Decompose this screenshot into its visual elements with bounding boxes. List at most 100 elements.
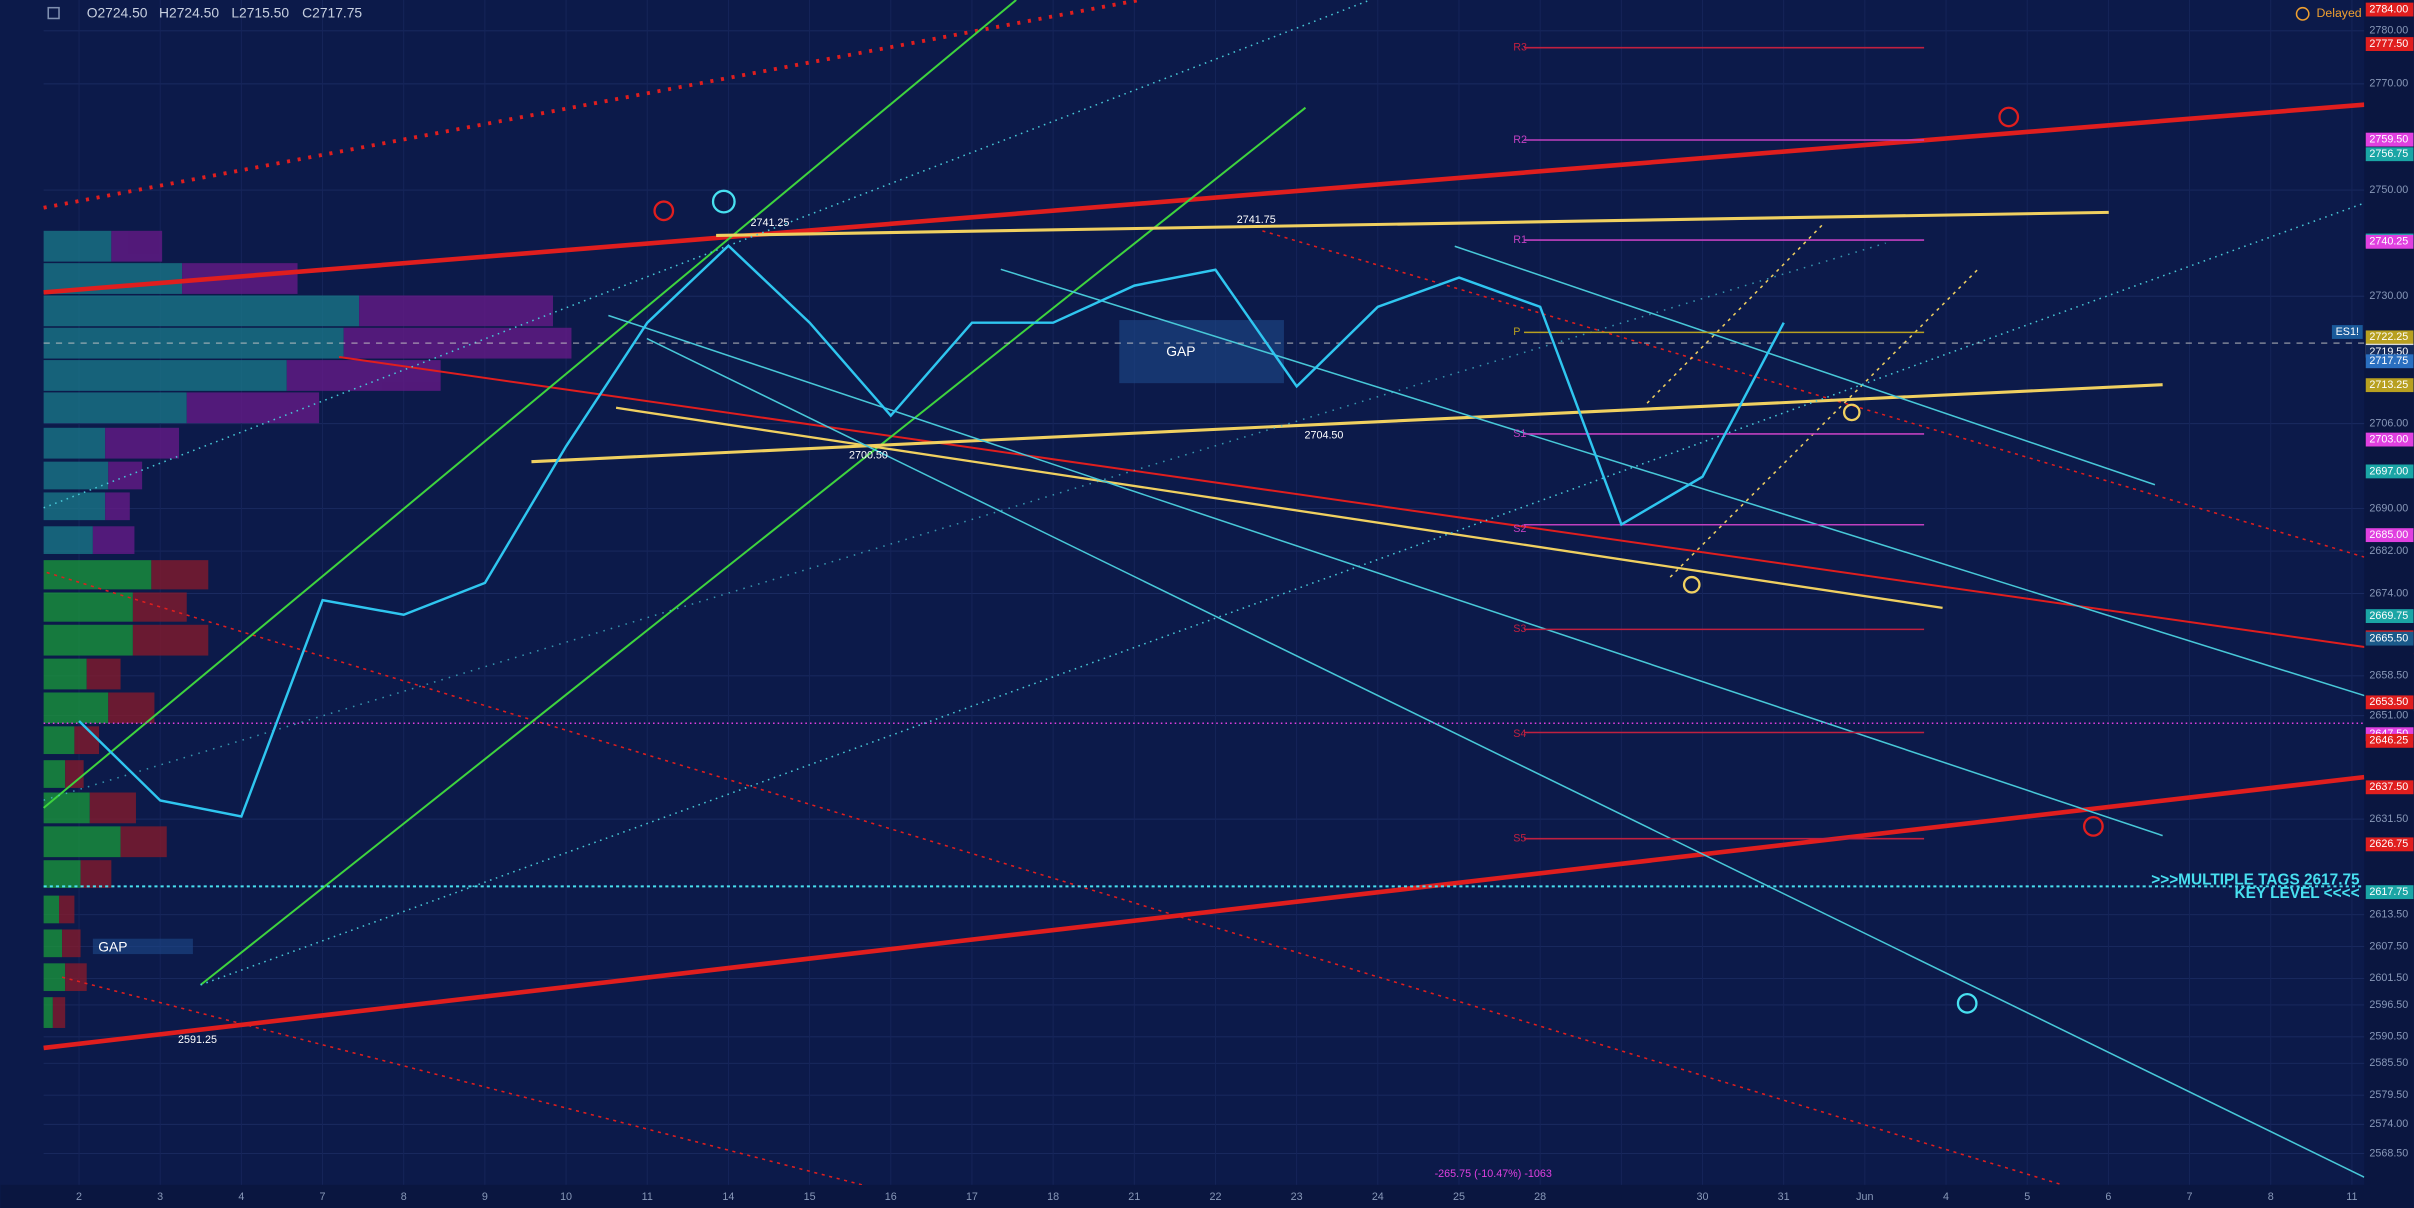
price-tag-label: 2685.00 — [2369, 529, 2408, 541]
price-tag-label: 2740.25 — [2369, 236, 2408, 248]
price-tag — [2365, 378, 2414, 393]
key-level-note: KEY LEVEL <<<< — [2235, 885, 2360, 902]
y-tick-label: 2690.00 — [2369, 502, 2408, 514]
x-tick-label: 4 — [238, 1191, 244, 1203]
symbol-tag-label: ES1! — [2336, 326, 2359, 338]
price-tag-label: 2665.50 — [2369, 632, 2408, 644]
y-tick-label: 2585.50 — [2369, 1057, 2408, 1069]
y-tick-label: 2750.00 — [2369, 184, 2408, 196]
y-tick-label: 2607.50 — [2369, 940, 2408, 952]
price-tag-label: 2722.25 — [2369, 331, 2408, 343]
price-tag-label: 2637.50 — [2369, 781, 2408, 793]
price-tag-label: 2784.00 — [2369, 3, 2408, 15]
x-tick-label: 21 — [1128, 1191, 1140, 1203]
price-tag-label: 2777.50 — [2369, 38, 2408, 50]
y-tick-label: 2682.00 — [2369, 545, 2408, 557]
price-tag — [2365, 885, 2414, 900]
x-tick-label: 23 — [1291, 1191, 1303, 1203]
ohlc-low: L2715.50 — [231, 5, 289, 21]
price-tag-label: 2669.75 — [2369, 610, 2408, 622]
y-tick-label: 2590.50 — [2369, 1031, 2408, 1043]
price-tag — [2365, 695, 2414, 710]
symbol-tag — [2331, 325, 2363, 339]
x-tick-label: 28 — [1534, 1191, 1546, 1203]
pivot-label: S5 — [1513, 833, 1526, 845]
price-tag-label: 2756.75 — [2369, 148, 2408, 160]
ohlc-close: C2717.75 — [302, 5, 362, 21]
pivot-label: S1 — [1513, 428, 1526, 440]
x-tick-label: 10 — [560, 1191, 572, 1203]
y-tick-label: 2730.00 — [2369, 290, 2408, 302]
y-tick-label: 2579.50 — [2369, 1089, 2408, 1101]
price-tag-label: 2703.00 — [2369, 433, 2408, 445]
axis: 2780.00 2770.00 2750.00 2730.00 2706.00 2690.… — [76, 2, 2414, 1203]
x-tick-label: 14 — [722, 1191, 734, 1203]
price-tag-label: 2697.00 — [2369, 465, 2408, 477]
price-tag — [2365, 631, 2414, 646]
price-tag — [2365, 37, 2414, 51]
delayed-icon — [2295, 6, 2310, 21]
x-tick-label: 18 — [1047, 1191, 1059, 1203]
y-tick-label: 2674.00 — [2369, 587, 2408, 599]
pivot-label: S4 — [1513, 728, 1526, 740]
expand-button[interactable] — [47, 6, 60, 20]
price-tag-label: 2646.25 — [2369, 735, 2408, 747]
y-tick-label: 2568.50 — [2369, 1147, 2408, 1159]
x-tick-label: 16 — [885, 1191, 897, 1203]
pivot-label: R3 — [1513, 42, 1527, 54]
x-tick-label: 7 — [2187, 1191, 2193, 1203]
x-tick-label: 30 — [1697, 1191, 1709, 1203]
y-axis-strip — [2364, 0, 2414, 1208]
pivot-label: R2 — [1513, 134, 1527, 146]
price-tag — [2365, 528, 2414, 543]
y-tick-label: 2658.50 — [2369, 670, 2408, 682]
price-tag — [2365, 330, 2414, 345]
markers — [653, 106, 2104, 1014]
x-tick-label: 2 — [76, 1191, 82, 1203]
y-tick-label: 2631.50 — [2369, 813, 2408, 825]
price-callout: 2741.75 — [1237, 214, 1276, 226]
y-tick-label: 2706.00 — [2369, 417, 2408, 429]
x-tick-label: 11 — [2346, 1191, 2357, 1203]
pivot-label: P — [1513, 326, 1520, 338]
y-tick-label: 2596.50 — [2369, 999, 2408, 1011]
y-tick-label: 2601.50 — [2369, 972, 2408, 984]
price-tag — [2365, 464, 2414, 479]
x-tick-label: 5 — [2024, 1191, 2030, 1203]
pivot-label: S2 — [1513, 523, 1526, 535]
price-tag — [2365, 837, 2414, 852]
x-tick-label: Jun — [1856, 1191, 1873, 1203]
x-axis-strip — [0, 1184, 2414, 1208]
price-tag — [2365, 780, 2414, 795]
ohlc-open: O2724.50 — [87, 5, 148, 21]
price-tag — [2365, 609, 2414, 624]
delayed-status[interactable]: Delayed — [2317, 6, 2362, 20]
key-level-note: >>>MULTIPLE TAGS 2617.75 — [2151, 871, 2360, 888]
price-tag-label: 2653.50 — [2369, 696, 2408, 708]
x-tick-label: 17 — [966, 1191, 978, 1203]
pivot-label: R1 — [1513, 234, 1527, 246]
price-tag — [2365, 2, 2414, 17]
x-tick-label: 31 — [1778, 1191, 1790, 1203]
price-tag — [2365, 132, 2414, 147]
price-tag-label: 2617.75 — [2369, 886, 2408, 898]
y-tick-label: 2574.00 — [2369, 1118, 2408, 1130]
price-tag-label: 2717.75 — [2369, 355, 2408, 367]
price-tag-label: 2626.75 — [2369, 838, 2408, 850]
price-tag — [2365, 432, 2414, 447]
price-tag — [2365, 147, 2414, 162]
gap-label: GAP — [98, 939, 127, 955]
price-callout: 2700.50 — [849, 449, 888, 461]
price-tag-label: 2759.50 — [2369, 133, 2408, 145]
ohlc-high: H2724.50 — [159, 5, 219, 21]
price-tag — [2365, 234, 2414, 249]
price-callout: 2704.50 — [1304, 429, 1343, 441]
x-tick-label: 8 — [2268, 1191, 2274, 1203]
y-tick-label: 2770.00 — [2369, 78, 2408, 90]
price-tag — [2365, 354, 2414, 369]
plot — [78, 244, 1785, 818]
y-tick-label: 2613.50 — [2369, 909, 2408, 921]
pivot-label: S3 — [1513, 623, 1526, 635]
